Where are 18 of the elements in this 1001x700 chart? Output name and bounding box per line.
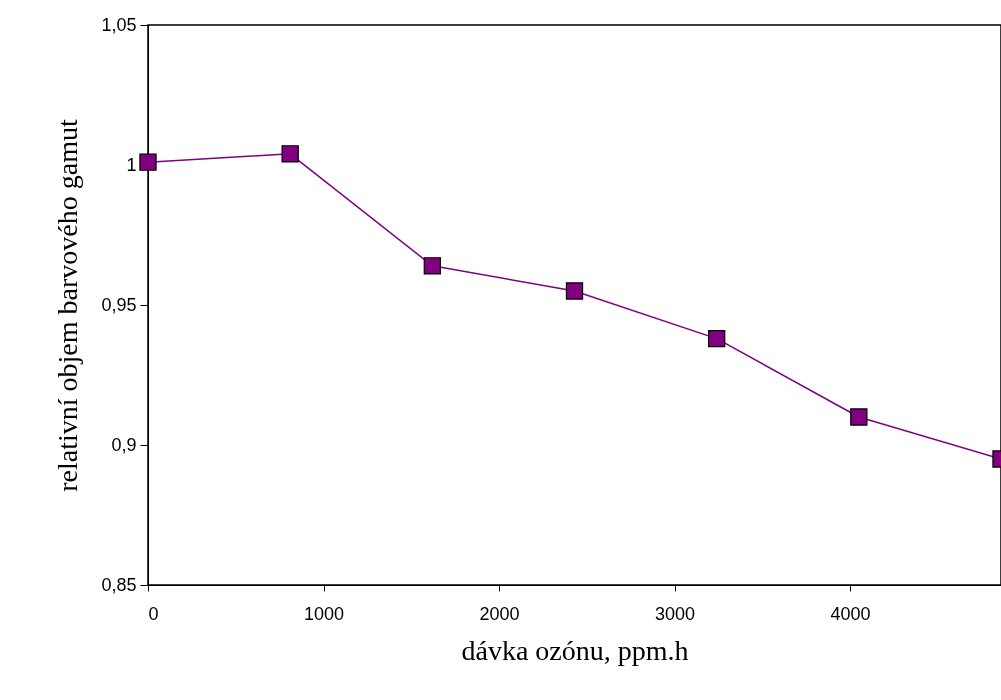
point	[565, 282, 584, 300]
x-tick-label: 2000	[479, 603, 520, 624]
point	[850, 408, 868, 426]
x-tick-label: 1000	[303, 603, 345, 624]
x-tick-label: 4000	[830, 603, 871, 624]
y-axis-title: relativní objem barvového gamut	[52, 119, 84, 492]
point	[281, 145, 299, 163]
point	[708, 329, 726, 348]
x-tick-label: 0	[148, 603, 159, 624]
y-tick-label: 1,05	[101, 14, 137, 35]
y-tick-label: 0,85	[101, 574, 137, 595]
y-tick-label: 1	[126, 154, 137, 175]
point	[423, 257, 441, 275]
x-axis-title: dávka ozónu, ppm.h	[461, 634, 689, 666]
y-tick-label: 0,95	[101, 294, 137, 315]
point	[139, 153, 157, 171]
y-tick-label: 0,9	[111, 434, 137, 455]
x-tick-label: 3000	[655, 603, 696, 624]
